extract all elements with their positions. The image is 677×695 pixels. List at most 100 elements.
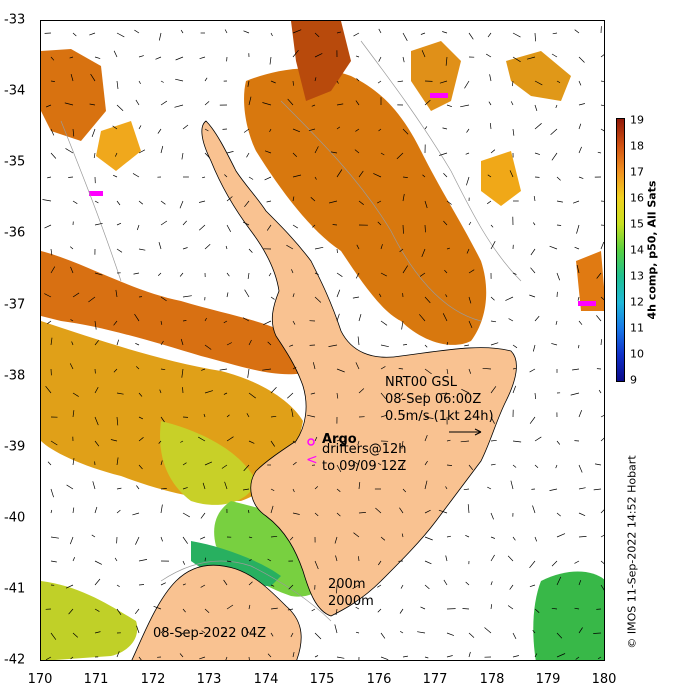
- current-vector: [534, 436, 542, 442]
- current-vector: [572, 368, 580, 371]
- current-vector: [312, 224, 316, 228]
- current-vector: [533, 196, 536, 202]
- current-vector: [160, 536, 163, 542]
- current-vector: [533, 222, 536, 226]
- current-vector: [596, 272, 602, 279]
- current-vector: [50, 560, 57, 563]
- current-vector: [243, 464, 250, 472]
- current-vector: [490, 512, 494, 520]
- current-vector: [92, 481, 96, 490]
- current-vector: [116, 104, 124, 112]
- current-vector: [314, 176, 317, 180]
- current-vector: [50, 248, 53, 256]
- x-tick-174: 174: [253, 672, 279, 687]
- current-vector: [94, 387, 99, 394]
- current-vector: [600, 509, 604, 514]
- current-vector: [310, 197, 316, 202]
- current-vector: [578, 487, 586, 490]
- current-vector: [69, 536, 74, 545]
- current-vector: [88, 296, 96, 303]
- current-vector: [204, 152, 211, 159]
- current-vector: [549, 488, 558, 491]
- current-vector: [89, 32, 96, 36]
- current-vector: [377, 80, 382, 84]
- current-vector: [89, 103, 96, 106]
- current-vector: [468, 464, 474, 471]
- current-vector: [424, 434, 428, 442]
- current-vector: [138, 55, 144, 58]
- current-vector: [204, 608, 210, 613]
- current-vector: [114, 557, 118, 562]
- current-vector: [314, 32, 320, 38]
- current-vector: [600, 296, 604, 300]
- y-tick-34: -34: [4, 83, 26, 99]
- current-vector: [182, 560, 186, 565]
- current-vector: [116, 248, 123, 253]
- current-vector: [422, 174, 426, 178]
- y-tick-33: -33: [4, 12, 26, 28]
- current-vector: [134, 608, 140, 615]
- current-vector: [534, 32, 536, 42]
- current-vector: [465, 152, 470, 155]
- current-vector: [336, 488, 341, 492]
- current-vector: [182, 247, 188, 250]
- current-vector: [510, 480, 514, 490]
- current-vector: [224, 481, 228, 490]
- current-vector: [578, 103, 585, 106]
- current-vector: [336, 272, 343, 277]
- current-vector: [181, 152, 184, 160]
- current-vector: [72, 292, 80, 298]
- current-vector: [94, 578, 101, 586]
- current-vector: [335, 555, 338, 562]
- current-vector: [292, 320, 296, 325]
- cbar-tick-11: 11: [630, 321, 644, 335]
- current-vector: [204, 101, 210, 106]
- current-vector: [527, 56, 536, 60]
- current-vector: [72, 557, 76, 562]
- argo-label: Argo: [322, 432, 357, 447]
- current-vector: [594, 463, 602, 466]
- current-vector: [487, 32, 492, 38]
- current-vector: [354, 149, 360, 154]
- current-vector: [201, 368, 206, 371]
- current-vector: [226, 224, 232, 232]
- current-vector: [155, 56, 162, 60]
- current-vector: [203, 413, 206, 418]
- drifters-label-line2: to 09/09 12Z: [322, 459, 407, 474]
- current-vector: [160, 100, 168, 106]
- cbar-tick-14: 14: [630, 243, 644, 257]
- drifter-chevron-icon: <: [306, 452, 318, 468]
- current-vector: [549, 245, 558, 250]
- current-vector: [490, 416, 495, 424]
- current-vector: [534, 123, 542, 130]
- current-vector: [134, 29, 140, 34]
- current-vector: [182, 512, 190, 518]
- current-vector: [332, 224, 338, 226]
- current-vector: [512, 632, 517, 640]
- current-vector: [490, 581, 493, 586]
- current-vector: [292, 293, 295, 298]
- current-vector: [160, 504, 163, 514]
- current-vector: [446, 247, 451, 250]
- current-vector: [72, 458, 75, 466]
- current-vector: [352, 460, 360, 466]
- current-vector: [512, 32, 521, 38]
- current-vector: [461, 388, 470, 394]
- current-vector: [556, 512, 561, 517]
- current-vector: [311, 608, 316, 612]
- current-vector: [336, 313, 340, 322]
- current-vector: [292, 29, 302, 34]
- current-vector: [421, 50, 426, 58]
- current-vector: [247, 368, 250, 378]
- cbar-tick-17: 17: [630, 165, 644, 179]
- current-vector: [421, 248, 426, 258]
- current-vector: [556, 653, 566, 658]
- current-vector: [182, 387, 184, 394]
- current-vector: [530, 267, 536, 274]
- current-vector: [47, 461, 52, 466]
- current-vector: [358, 314, 362, 322]
- current-vector: [402, 224, 404, 234]
- current-vector: [70, 656, 74, 660]
- current-vector: [138, 464, 143, 470]
- current-vector: [334, 536, 338, 544]
